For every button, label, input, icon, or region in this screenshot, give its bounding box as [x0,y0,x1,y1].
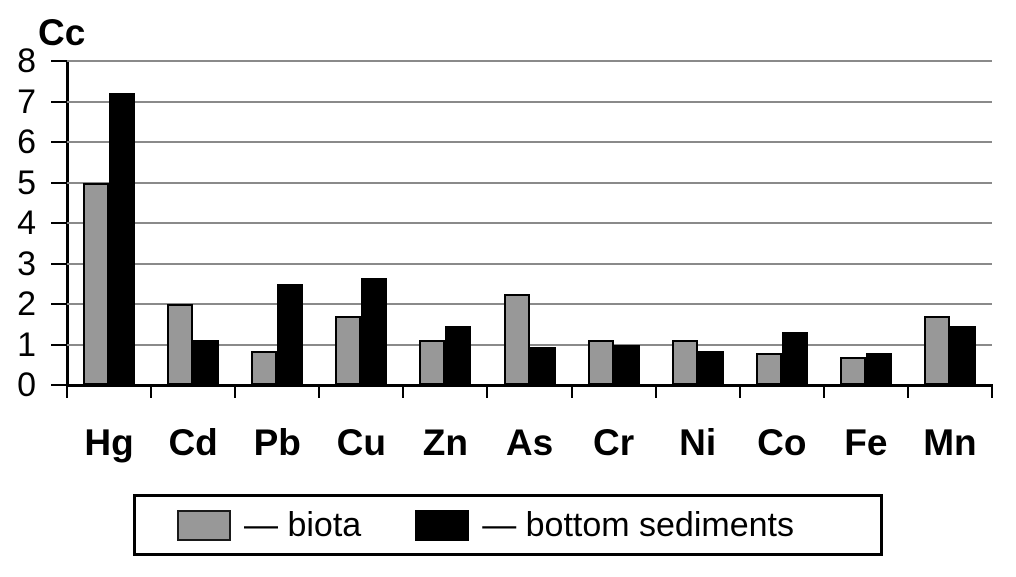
bar-bottom-sediments-Fe [865,352,892,385]
gridline-7 [67,100,992,103]
y-tick-1 [51,343,67,346]
gridline-4 [67,222,992,224]
bar-bottom-sediments-Zn [445,326,472,385]
bar-bottom-sediments-Hg [109,93,136,385]
gridline-3 [67,262,992,265]
legend-swatch-biota [177,509,231,541]
y-tick-6 [51,141,67,143]
bar-biota-Cu [335,316,362,385]
bar-bottom-sediments-Ni [697,350,724,385]
y-tick-4 [51,222,67,224]
y-tick-7 [51,100,67,103]
y-tick-label-6: 6 [17,123,36,161]
bar-biota-Cd [167,304,194,385]
x-axis-category-labels: Hg Cd Pb Cu Zn As Cr Ni Co Fe Mn [67,422,992,470]
bar-bottom-sediments-Cd [193,340,220,385]
x-tick-11 [991,387,993,398]
bar-biota-Hg [83,182,110,385]
bar-bottom-sediments-Cr [613,344,640,385]
bar-biota-Co [755,352,782,385]
y-axis-title: Cc [38,12,86,53]
y-tick-3 [51,262,67,265]
x-tick-6 [570,387,573,398]
bar-bottom-sediments-As [529,346,556,385]
legend-label-biota: — biota [244,505,362,544]
x-category-label-Cu: Cu [336,422,386,463]
x-tick-2 [234,387,237,398]
bar-bottom-sediments-Co [781,332,808,385]
y-tick-label-7: 7 [17,82,36,121]
bar-bottom-sediments-Cu [361,277,388,385]
gridline-6 [67,141,992,143]
x-category-label-Fe: Fe [844,422,888,463]
plot-area [51,60,993,398]
y-tick-0 [51,384,67,386]
x-tick-8 [738,387,741,398]
x-category-label-As: As [505,422,554,463]
y-tick-label-5: 5 [17,163,36,202]
y-tick-label-1: 1 [17,325,36,364]
y-tick-label-3: 3 [17,244,36,283]
bar-bottom-sediments-Pb [277,283,304,385]
x-tick-10 [906,387,909,398]
x-tick-0 [66,387,68,398]
y-tick-label-0: 0 [17,366,36,404]
x-category-label-Co: Co [757,422,807,463]
x-category-label-Zn: Zn [422,422,469,463]
gridline-1 [67,343,992,346]
x-category-label-Cd: Cd [168,422,218,463]
gridline-5 [67,181,992,184]
x-category-label-Ni: Ni [679,422,717,463]
x-tick-5 [486,387,489,398]
x-category-label-Mn: Mn [923,422,977,463]
x-tick-7 [654,387,657,398]
y-tick-8 [51,60,67,62]
bar-biota-Fe [839,356,866,385]
y-tick-5 [51,181,67,184]
y-tick-label-4: 4 [17,204,36,242]
x-category-label-Cr: Cr [593,422,635,463]
x-tick-1 [150,387,153,398]
legend-label-bottom-sediments: — bottom sediments [482,505,794,544]
bar-biota-Pb [251,350,278,385]
bar-biota-Mn [923,316,950,385]
bar-biota-Cr [587,340,614,385]
gridline-8 [67,60,992,62]
x-category-label-Pb: Pb [253,422,301,463]
x-category-label-Hg: Hg [84,422,134,463]
x-tick-4 [402,387,405,398]
bar-biota-Zn [419,340,446,385]
y-tick-label-2: 2 [17,285,36,323]
y-tick-2 [51,303,67,305]
legend-swatch-bottom-sediments [415,509,470,541]
x-axis-line [66,384,993,387]
bar-bottom-sediments-Mn [949,326,976,385]
y-tick-label-8: 8 [17,42,36,80]
x-tick-3 [318,387,321,398]
bar-biota-As [503,293,530,385]
x-tick-9 [822,387,825,398]
bar-biota-Ni [671,340,698,385]
legend: — biota — bottom sediments [133,494,883,556]
gridline-2 [67,303,992,305]
